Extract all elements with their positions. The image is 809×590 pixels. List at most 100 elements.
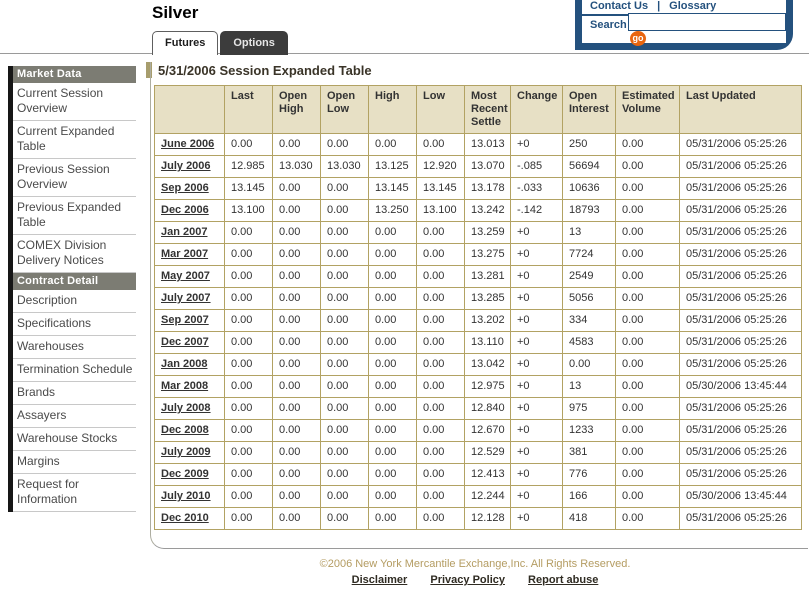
cell-last-updated: 05/31/2006 05:25:26 [679, 397, 802, 420]
cell-high: 0.00 [368, 419, 417, 442]
cell-high: 0.00 [368, 507, 417, 530]
glossary-link[interactable]: Glossary [669, 0, 717, 12]
cell-open-low: 0.00 [320, 463, 369, 486]
contract-month-link[interactable]: July 2009 [161, 446, 211, 458]
cell-month: July 2008 [154, 397, 225, 420]
search-input[interactable] [628, 13, 786, 31]
sidebar-item-previous-session-overview[interactable]: Previous Session Overview [13, 159, 136, 197]
cell-high: 0.00 [368, 353, 417, 376]
cell-most-recent-settle: 13.178 [464, 177, 511, 200]
disclaimer-link[interactable]: Disclaimer [351, 574, 408, 586]
cell-low: 0.00 [416, 331, 465, 354]
cell-estimated-volume: 0.00 [615, 177, 680, 200]
cell-open-high: 0.00 [272, 463, 321, 486]
cell-estimated-volume: 0.00 [615, 353, 680, 376]
sidebar-nav: Market Data Current Session Overview Curre… [8, 66, 136, 512]
tab-futures[interactable]: Futures [152, 31, 219, 55]
cell-last: 0.00 [224, 265, 273, 288]
cell-low: 0.00 [416, 375, 465, 398]
sidebar-item-previous-expanded-table[interactable]: Previous Expanded Table [13, 197, 136, 235]
contact-us-link[interactable]: Contact Us [590, 0, 649, 12]
contract-month-link[interactable]: Dec 2009 [161, 468, 209, 480]
cell-low: 0.00 [416, 441, 465, 464]
cell-estimated-volume: 0.00 [615, 133, 680, 156]
cell-estimated-volume: 0.00 [615, 397, 680, 420]
cell-open-interest: 2549 [562, 265, 616, 288]
cell-month: June 2006 [154, 133, 225, 156]
contract-month-link[interactable]: Mar 2007 [161, 248, 209, 260]
cell-last: 0.00 [224, 133, 273, 156]
header-divider [0, 53, 809, 54]
contract-month-link[interactable]: Sep 2007 [161, 314, 209, 326]
contract-month-link[interactable]: Dec 2007 [161, 336, 209, 348]
search-go-button[interactable]: go [630, 31, 646, 46]
sidebar-item-current-expanded-table[interactable]: Current Expanded Table [13, 121, 136, 159]
cell-open-low: 0.00 [320, 287, 369, 310]
cell-change: +0 [510, 331, 563, 354]
contract-month-link[interactable]: May 2007 [161, 270, 210, 282]
cell-open-high: 0.00 [272, 265, 321, 288]
cell-open-interest: 975 [562, 397, 616, 420]
sidebar-item-assayers[interactable]: Assayers [13, 405, 136, 428]
cell-change: -.033 [510, 177, 563, 200]
sidebar-item-current-session-overview[interactable]: Current Session Overview [13, 83, 136, 121]
sidebar-item-warehouse-stocks[interactable]: Warehouse Stocks [13, 428, 136, 451]
contract-month-link[interactable]: Jan 2008 [161, 358, 208, 370]
tab-options[interactable]: Options [220, 31, 288, 55]
page-heading: 5/31/2006 Session Expanded Table [158, 63, 372, 78]
contract-month-link[interactable]: Dec 2006 [161, 204, 209, 216]
sidebar-item-comex-division-delivery-notices[interactable]: COMEX Division Delivery Notices [13, 235, 136, 273]
contract-month-link[interactable]: July 2006 [161, 160, 211, 172]
sidebar-item-request-for-information[interactable]: Request for Information [13, 474, 136, 512]
sidebar-item-margins[interactable]: Margins [13, 451, 136, 474]
sidebar-item-brands[interactable]: Brands [13, 382, 136, 405]
cell-open-high: 0.00 [272, 485, 321, 508]
column-header-high: High [368, 85, 417, 134]
contract-month-link[interactable]: Dec 2008 [161, 424, 209, 436]
sidebar-item-description[interactable]: Description [13, 290, 136, 313]
contract-month-link[interactable]: July 2010 [161, 490, 211, 502]
contract-month-link[interactable]: Dec 2010 [161, 512, 209, 524]
contract-month-link[interactable]: July 2007 [161, 292, 211, 304]
cell-high: 0.00 [368, 265, 417, 288]
cell-estimated-volume: 0.00 [615, 199, 680, 222]
cell-open-low: 0.00 [320, 507, 369, 530]
column-header-open-low: Open Low [320, 85, 369, 134]
sidebar-item-specifications[interactable]: Specifications [13, 313, 136, 336]
cell-open-high: 0.00 [272, 397, 321, 420]
cell-low: 0.00 [416, 507, 465, 530]
cell-last-updated: 05/31/2006 05:25:26 [679, 265, 802, 288]
sidebar-section-market-data: Market Data [13, 66, 136, 83]
sidebar-item-warehouses[interactable]: Warehouses [13, 336, 136, 359]
cell-open-high: 0.00 [272, 507, 321, 530]
privacy-policy-link[interactable]: Privacy Policy [430, 574, 505, 586]
cell-open-low: 0.00 [320, 243, 369, 266]
cell-open-low: 0.00 [320, 309, 369, 332]
cell-open-interest: 13 [562, 375, 616, 398]
cell-open-low: 0.00 [320, 375, 369, 398]
contract-month-link[interactable]: Jan 2007 [161, 226, 208, 238]
cell-open-high: 0.00 [272, 419, 321, 442]
contract-month-link[interactable]: July 2008 [161, 402, 211, 414]
cell-last-updated: 05/31/2006 05:25:26 [679, 287, 802, 310]
cell-open-low: 0.00 [320, 331, 369, 354]
report-abuse-link[interactable]: Report abuse [528, 574, 599, 586]
cell-open-high: 0.00 [272, 441, 321, 464]
cell-most-recent-settle: 12.413 [464, 463, 511, 486]
table-row: July 2009 0.00 0.00 0.00 0.00 0.00 12.529 +0 381… [154, 441, 802, 464]
table-row: Sep 2006 13.145 0.00 0.00 13.145 13.145 13.178… [154, 177, 802, 200]
cell-change: +0 [510, 265, 563, 288]
contract-month-link[interactable]: Sep 2006 [161, 182, 209, 194]
cell-low: 0.00 [416, 353, 465, 376]
cell-low: 0.00 [416, 309, 465, 332]
content-panel: 5/31/2006 Session Expanded Table Last Ope… [150, 62, 808, 549]
contract-month-link[interactable]: June 2006 [161, 138, 215, 150]
cell-month: July 2006 [154, 155, 225, 178]
cell-open-interest: 776 [562, 463, 616, 486]
cell-low: 0.00 [416, 221, 465, 244]
cell-estimated-volume: 0.00 [615, 507, 680, 530]
content-corner-accent [146, 62, 152, 78]
contract-month-link[interactable]: Mar 2008 [161, 380, 209, 392]
sidebar-item-termination-schedule[interactable]: Termination Schedule [13, 359, 136, 382]
cell-change: +0 [510, 419, 563, 442]
